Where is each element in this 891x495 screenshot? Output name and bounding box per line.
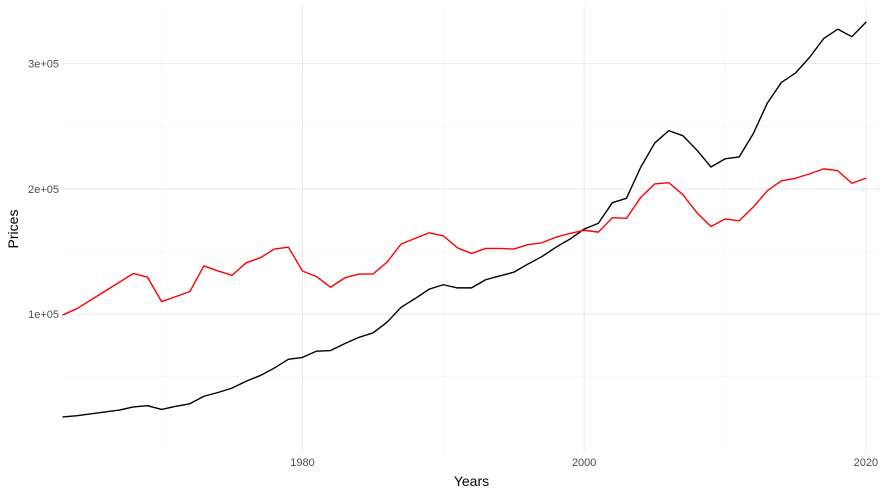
y-tick-label: 3e+05 — [28, 59, 59, 71]
y-tick-label: 1e+05 — [28, 309, 59, 321]
y-axis-ticks: 1e+05 2e+05 3e+05 — [28, 59, 59, 322]
series-layer — [62, 21, 867, 418]
y-axis-title: Prices — [5, 210, 21, 249]
grid — [63, 6, 880, 452]
y-tick-label: 2e+05 — [28, 184, 59, 196]
series-line-1 — [62, 21, 867, 418]
x-tick-label: 2020 — [854, 457, 878, 469]
x-tick-label: 1980 — [290, 457, 314, 469]
series-line-2 — [62, 168, 867, 316]
x-axis-ticks: 1980 2000 2020 — [290, 457, 878, 469]
x-tick-label: 2000 — [572, 457, 596, 469]
x-axis-title: Years — [454, 473, 489, 489]
